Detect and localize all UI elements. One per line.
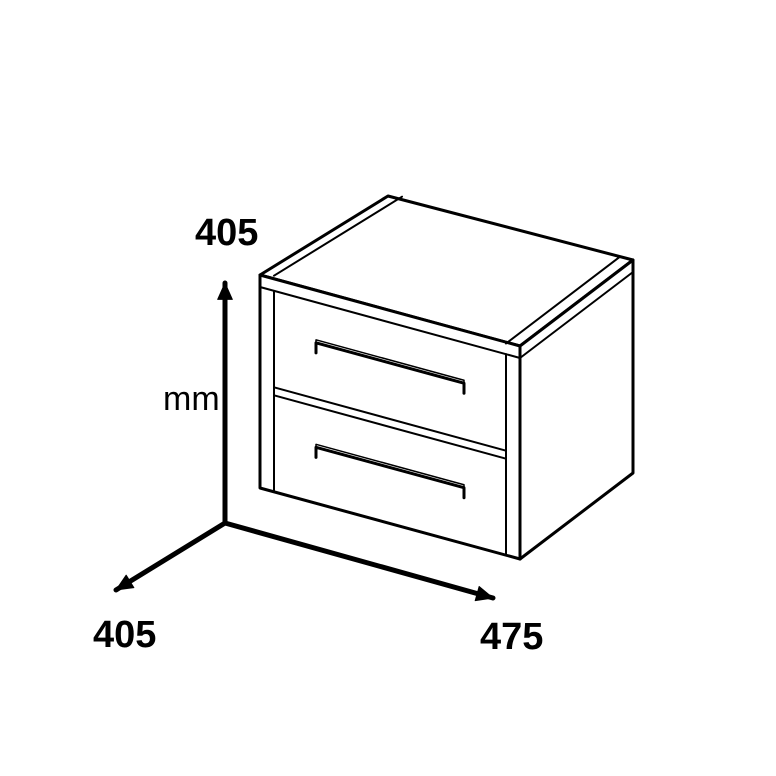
dimension-width-label: 475 <box>480 616 543 658</box>
unit-label: mm <box>163 380 220 418</box>
dimension-depth-label: 405 <box>93 614 156 656</box>
cabinet-drawing <box>260 196 633 559</box>
dimension-height-label: 405 <box>195 212 258 254</box>
